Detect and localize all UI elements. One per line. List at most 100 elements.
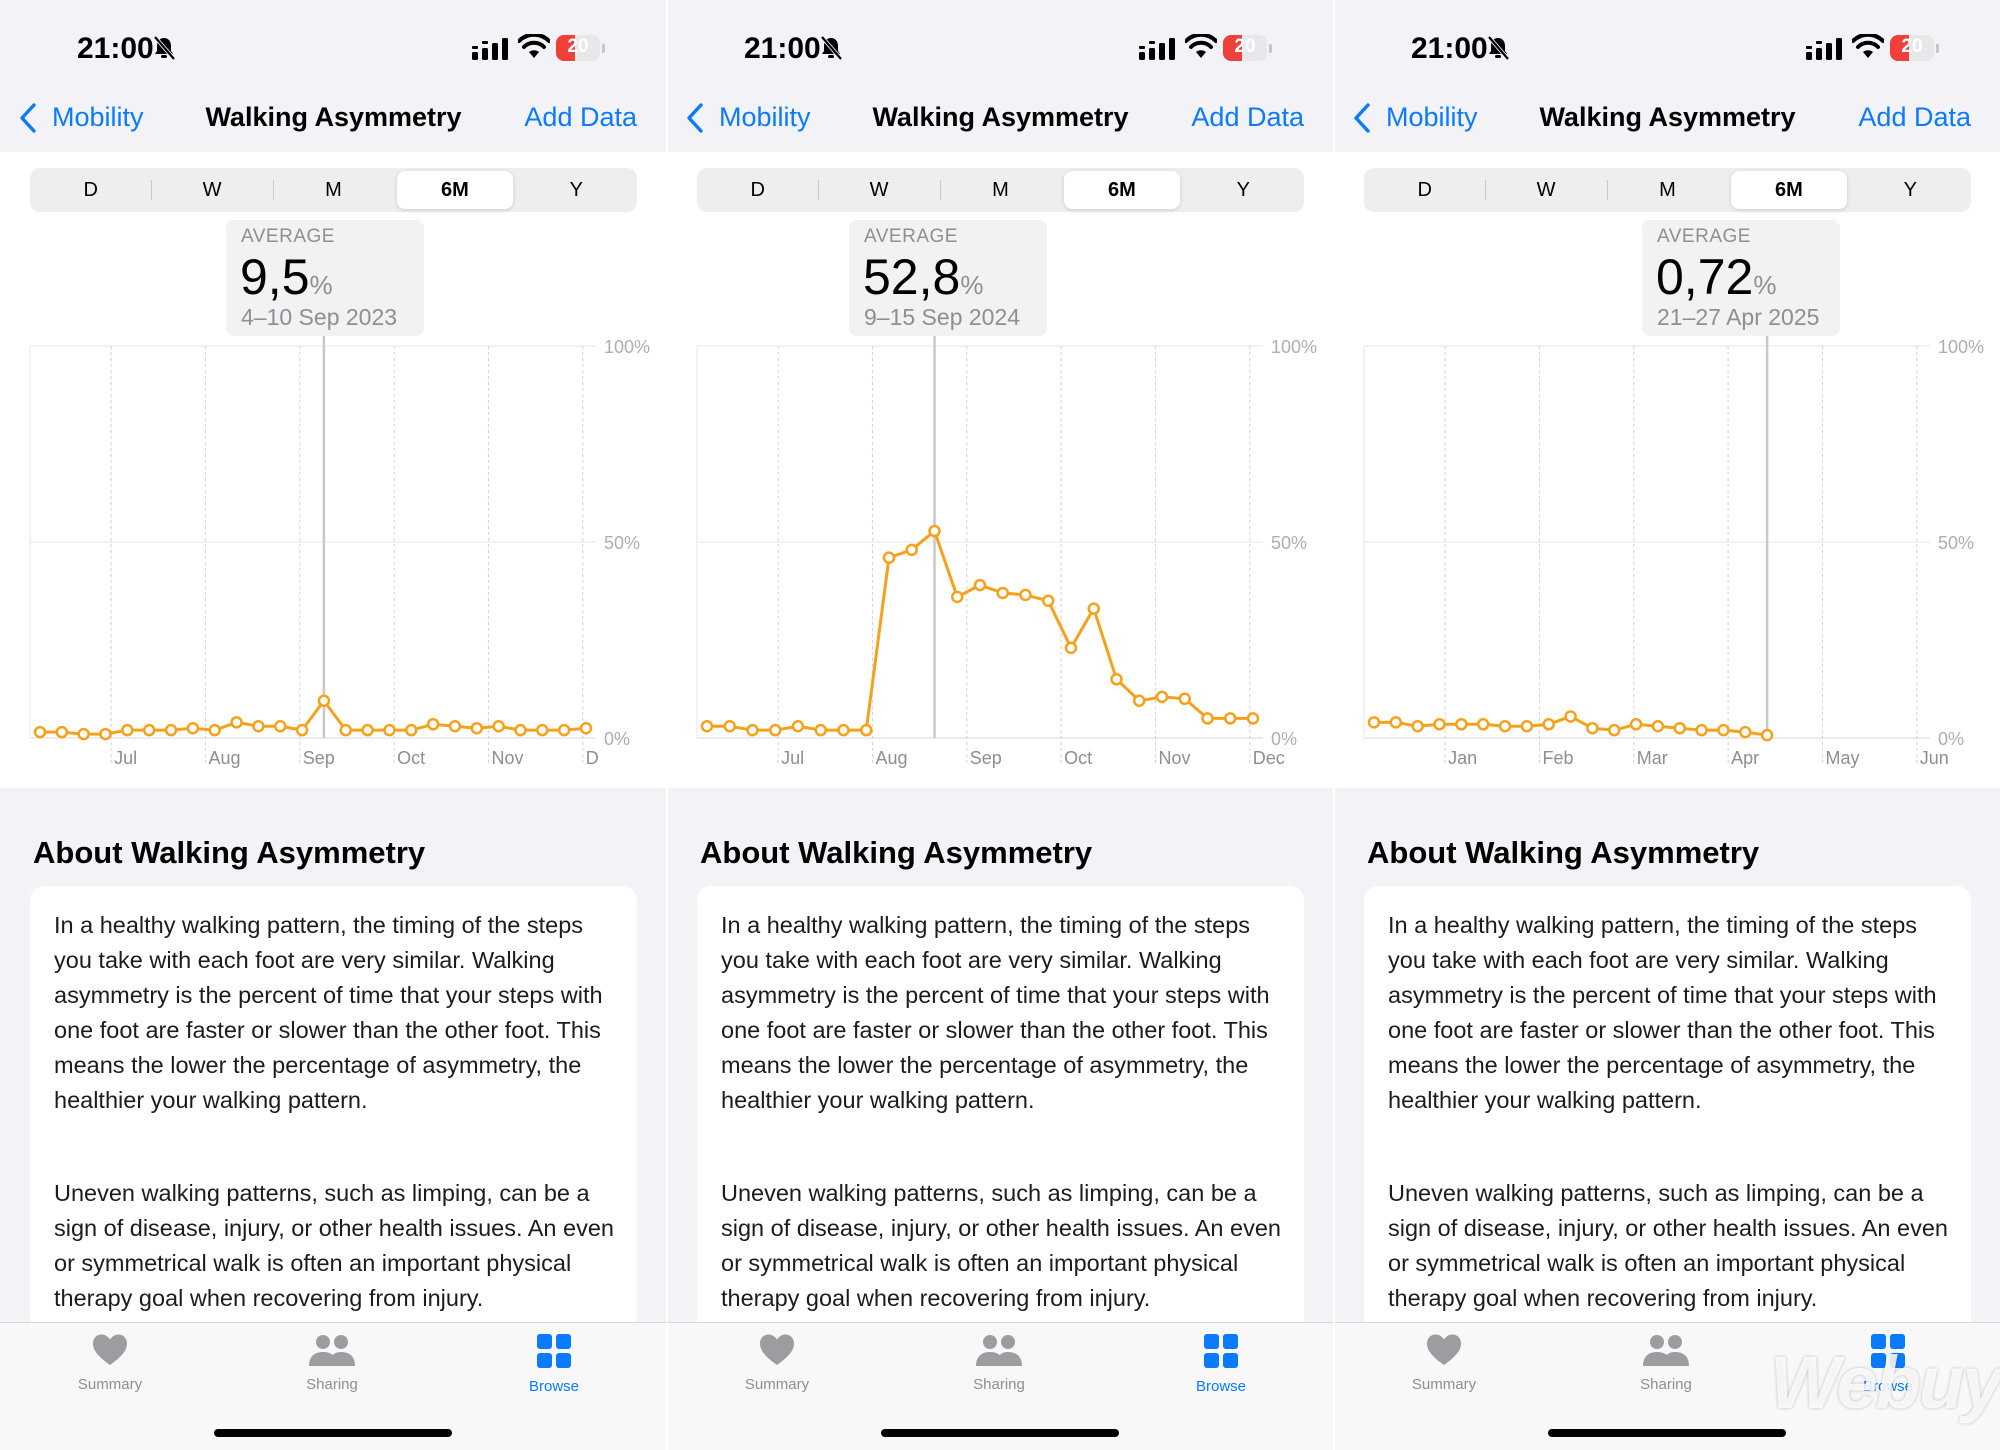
data-point[interactable] [1246, 712, 1260, 725]
data-point[interactable] [1155, 690, 1169, 704]
tab-sharing[interactable]: Sharing [1596, 1333, 1736, 1393]
data-point[interactable] [55, 725, 69, 739]
add-data-button[interactable]: Add Data [1191, 102, 1304, 132]
data-point[interactable] [77, 727, 90, 741]
data-point[interactable] [273, 719, 287, 733]
data-point[interactable] [33, 725, 47, 739]
chevron-left-icon[interactable] [18, 102, 38, 134]
data-point[interactable] [1629, 718, 1643, 731]
tab-browse[interactable]: Browse [1818, 1333, 1958, 1395]
data-point[interactable] [1607, 723, 1621, 737]
data-point[interactable] [905, 543, 918, 557]
data-point[interactable] [973, 578, 987, 592]
data-point[interactable] [1695, 723, 1708, 737]
segment-d[interactable]: D [750, 179, 765, 201]
data-point[interactable] [1476, 718, 1490, 731]
data-point[interactable] [295, 723, 309, 737]
data-point[interactable] [746, 723, 759, 737]
back-button[interactable]: Mobility [1386, 102, 1478, 132]
data-point[interactable] [1520, 719, 1534, 733]
data-point[interactable] [1542, 718, 1555, 731]
data-point[interactable] [208, 723, 221, 737]
data-point[interactable] [1411, 719, 1424, 733]
data-point[interactable] [951, 590, 964, 604]
data-point[interactable] [1433, 718, 1446, 731]
data-point[interactable] [700, 719, 714, 733]
data-point[interactable] [1110, 672, 1123, 686]
segment-m[interactable]: M [992, 179, 1009, 201]
data-point[interactable] [230, 716, 243, 729]
data-point[interactable] [769, 723, 782, 737]
data-point[interactable] [1201, 712, 1214, 725]
add-data-button[interactable]: Add Data [1858, 102, 1971, 132]
data-point[interactable] [1133, 694, 1146, 708]
segment-6m[interactable]: 6M [1731, 171, 1847, 209]
data-point[interactable] [426, 718, 440, 731]
tab-summary[interactable]: Summary [40, 1333, 180, 1393]
back-button[interactable]: Mobility [719, 102, 811, 132]
data-point[interactable] [557, 723, 571, 737]
data-point[interactable] [383, 723, 396, 737]
tab-browse[interactable]: Browse [484, 1333, 624, 1395]
chevron-left-icon[interactable] [685, 102, 705, 134]
add-data-button[interactable]: Add Data [524, 102, 637, 132]
data-point[interactable] [1178, 692, 1191, 706]
segment-w[interactable]: W [1536, 179, 1556, 201]
segment-w[interactable]: W [869, 179, 889, 201]
data-point[interactable] [1224, 712, 1237, 725]
tab-sharing[interactable]: Sharing [262, 1333, 402, 1393]
data-point[interactable] [1455, 718, 1468, 731]
segment-w[interactable]: W [202, 179, 222, 201]
segment-y[interactable]: Y [569, 179, 583, 201]
data-point[interactable] [1064, 641, 1078, 655]
data-point[interactable] [470, 721, 484, 735]
data-point[interactable] [860, 723, 873, 737]
data-point[interactable] [514, 723, 527, 737]
data-point[interactable] [142, 723, 156, 737]
tab-browse[interactable]: Browse [1151, 1333, 1291, 1395]
data-point[interactable] [791, 719, 805, 733]
data-point[interactable] [882, 551, 896, 564]
data-point[interactable] [996, 586, 1009, 600]
data-point[interactable] [121, 723, 134, 737]
data-point[interactable] [1019, 588, 1032, 602]
segment-m[interactable]: M [1659, 179, 1676, 201]
data-point[interactable] [405, 723, 418, 737]
segment-y[interactable]: Y [1236, 179, 1250, 201]
segment-d[interactable]: D [1417, 179, 1432, 201]
tab-sharing[interactable]: Sharing [929, 1333, 1069, 1393]
segment-6m[interactable]: 6M [397, 171, 513, 209]
data-point[interactable] [536, 723, 549, 737]
segment-y[interactable]: Y [1903, 179, 1917, 201]
data-point[interactable] [1389, 716, 1403, 729]
data-point[interactable] [186, 721, 200, 735]
data-point[interactable] [1367, 716, 1381, 729]
data-point[interactable] [448, 719, 462, 733]
data-point[interactable] [1087, 602, 1100, 615]
data-point[interactable] [492, 719, 505, 733]
data-point[interactable] [361, 723, 374, 737]
data-point[interactable] [1739, 725, 1752, 739]
data-point[interactable] [1564, 710, 1577, 723]
data-point[interactable] [339, 723, 353, 737]
data-point[interactable] [1042, 594, 1055, 608]
back-button[interactable]: Mobility [52, 102, 144, 132]
data-point[interactable] [317, 694, 331, 708]
data-point[interactable] [1651, 719, 1665, 733]
data-point[interactable] [814, 723, 827, 737]
segment-m[interactable]: M [325, 179, 342, 201]
data-point[interactable] [99, 727, 112, 741]
segment-6m[interactable]: 6M [1064, 171, 1180, 209]
data-point[interactable] [1760, 728, 1774, 742]
data-point[interactable] [252, 719, 265, 733]
data-point[interactable] [928, 524, 941, 538]
tab-summary[interactable]: Summary [707, 1333, 847, 1393]
data-point[interactable] [837, 723, 850, 737]
segment-d[interactable]: D [83, 179, 98, 201]
data-point[interactable] [579, 721, 593, 735]
data-point[interactable] [1717, 723, 1730, 737]
data-point[interactable] [1586, 721, 1599, 735]
chevron-left-icon[interactable] [1352, 102, 1372, 134]
tab-summary[interactable]: Summary [1374, 1333, 1514, 1393]
data-point[interactable] [164, 723, 178, 737]
